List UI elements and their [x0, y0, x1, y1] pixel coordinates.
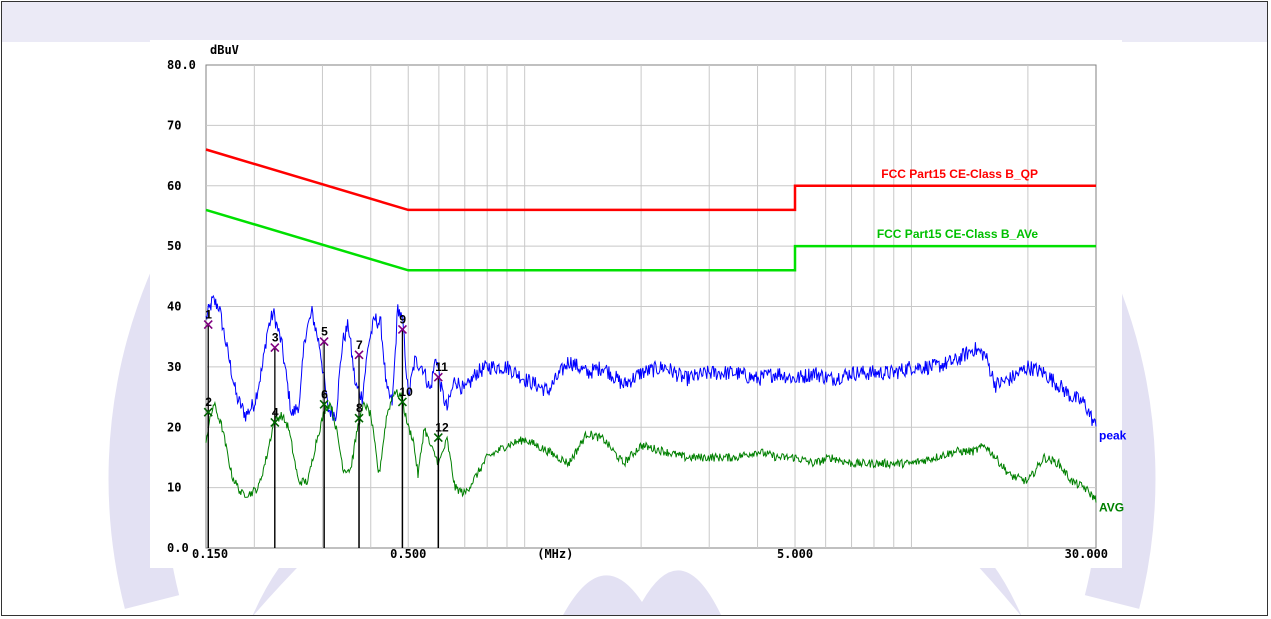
marker-label: 1	[205, 308, 212, 322]
y-tick-label: 40	[167, 300, 181, 314]
marker-10: 10	[397, 385, 413, 548]
marker-2: 2	[203, 395, 213, 548]
watermark-center	[563, 570, 721, 615]
y-tick-label: 20	[167, 420, 181, 434]
limit-lines: FCC Part15 CE-Class B_QP FCC Part15 CE-Cl…	[205, 148, 1096, 272]
marker-cross	[270, 417, 280, 427]
marker-cross	[319, 336, 329, 347]
limit-line-1	[205, 208, 1096, 272]
y-tick-label: 60	[167, 179, 181, 193]
marker-label: 10	[399, 385, 413, 399]
marker-cross	[433, 432, 443, 443]
marker-label: 3	[272, 331, 279, 345]
y-tick-label: 30	[167, 360, 181, 374]
trace-label-avg: AVG	[1099, 501, 1124, 515]
marker-cross	[319, 399, 329, 409]
x-tick-label: 0.150	[192, 547, 228, 561]
marker-6: 6	[319, 387, 329, 548]
marker-cross	[354, 413, 364, 423]
marker-cross	[433, 372, 443, 382]
y-tick-label: 0.0	[167, 541, 189, 555]
traces: peak AVG	[205, 294, 1127, 515]
marker-cross	[397, 397, 407, 407]
y-unit-label: dBuV	[210, 43, 239, 57]
marker-cross	[354, 350, 364, 360]
trace-label-peak: peak	[1099, 428, 1127, 442]
marker-label: 6	[321, 387, 328, 401]
marker-label: 4	[272, 405, 279, 419]
marker-8: 8	[354, 401, 364, 548]
marker-label: 12	[435, 421, 449, 435]
limit-line-0	[205, 148, 1096, 212]
y-tick-label: 70	[167, 118, 181, 132]
x-tick-label: 0.500	[390, 547, 426, 561]
marker-cross	[203, 320, 213, 330]
limit-label-0: FCC Part15 CE-Class B_QP	[881, 167, 1038, 181]
axes: 80.0 70 60 50 40 30 20 10 0.0 dBuV 0.150 0.500 (MHz)…	[167, 43, 1108, 561]
grid	[206, 65, 1096, 548]
marker-label: 7	[356, 338, 363, 352]
marker-cross	[203, 407, 213, 417]
limit-label-1: FCC Part15 CE-Class B_AVe	[877, 227, 1039, 241]
marker-cross	[397, 324, 407, 335]
marker-label: 9	[399, 312, 406, 326]
y-tick-label: 50	[167, 239, 181, 253]
y-tick-label: 10	[167, 481, 181, 495]
marker-label: 5	[321, 325, 328, 339]
marker-label: 8	[356, 401, 363, 415]
y-tick-label: 80.0	[167, 58, 196, 72]
marker-label: 2	[205, 395, 212, 409]
trace-peak	[205, 294, 1097, 427]
marker-12: 12	[433, 421, 449, 548]
marker-label: 11	[435, 360, 448, 374]
x-tick-label: 30.000	[1065, 547, 1108, 561]
trace-avg	[205, 389, 1097, 503]
x-tick-label: (MHz)	[537, 547, 573, 561]
marker-cross	[270, 342, 280, 353]
x-tick-label: 5.000	[777, 547, 813, 561]
marker-4: 4	[270, 405, 280, 548]
